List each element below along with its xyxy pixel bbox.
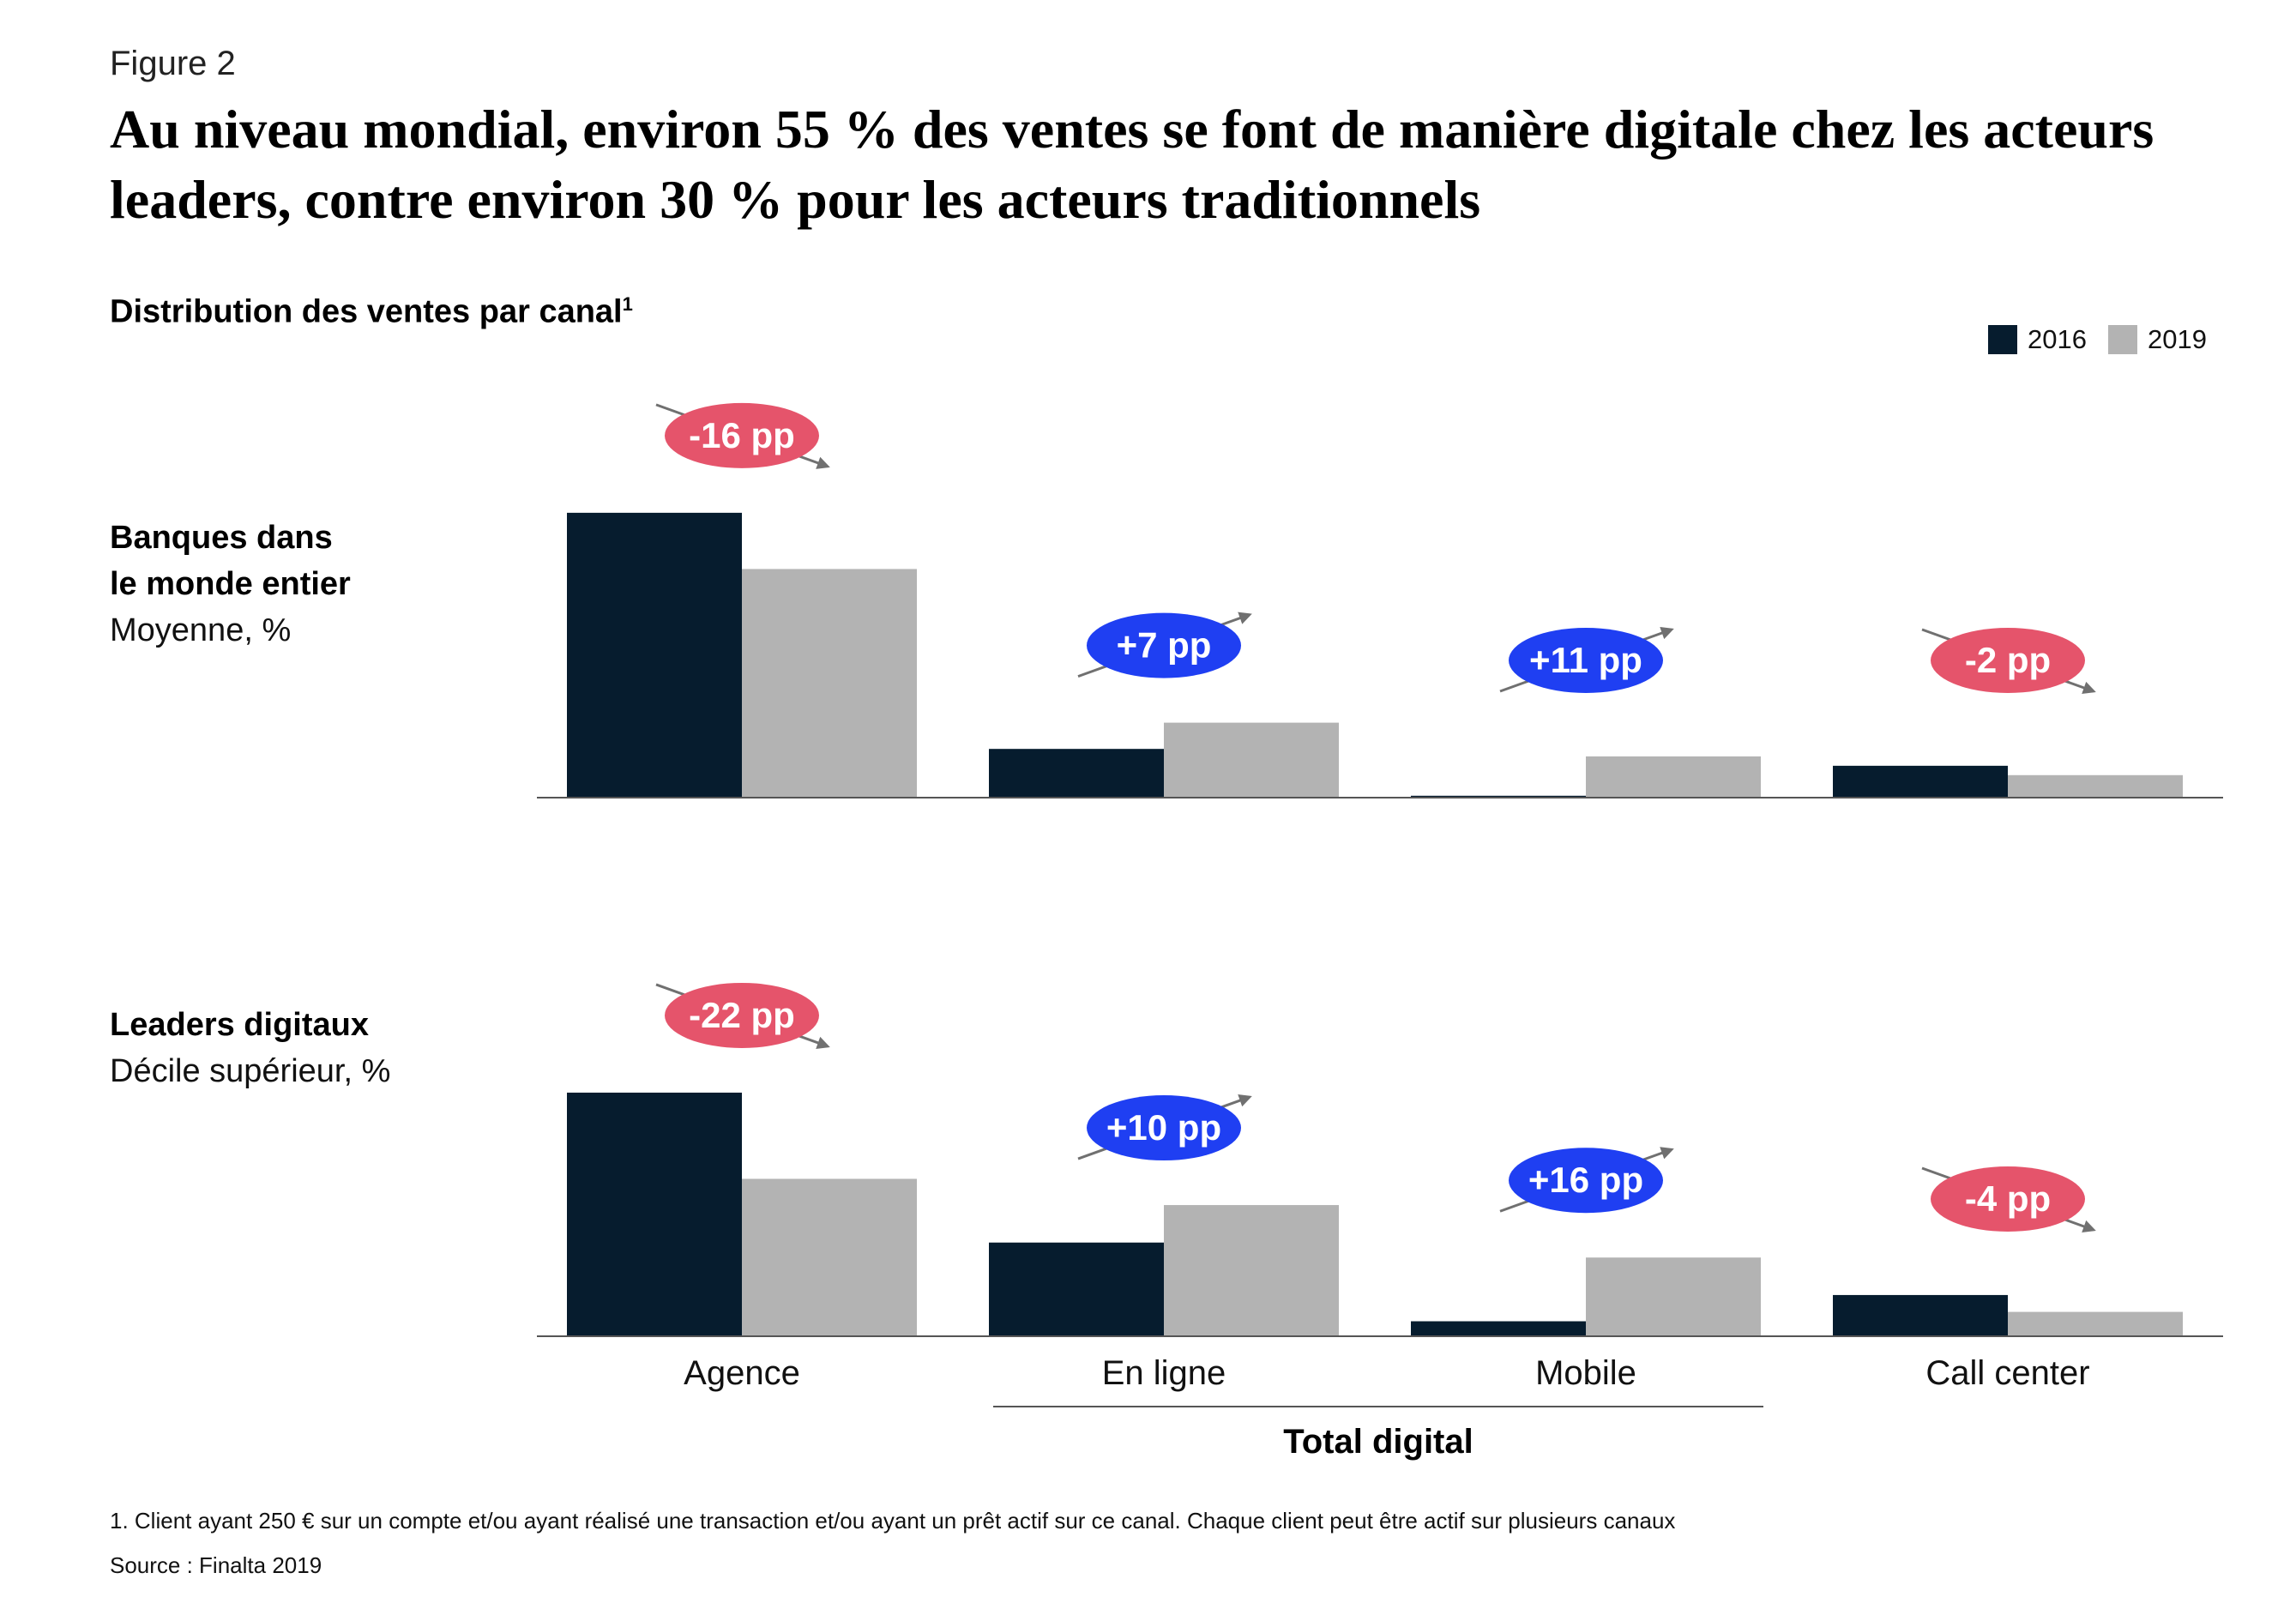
bar-2016-en-ligne	[989, 749, 1164, 798]
legend-label-2016: 2016	[2028, 324, 2087, 354]
footnote: 1. Client ayant 250 € sur un compte et/o…	[110, 1508, 1676, 1534]
panel-sublabel: Décile supérieur, %	[110, 1053, 391, 1089]
bar-2016-agence	[567, 512, 742, 798]
legend-item-2016: 2016	[1988, 324, 2087, 355]
chart-title: Au niveau mondial, environ 55 % des vent…	[110, 99, 2154, 230]
bar-2019-agence	[742, 1178, 917, 1336]
subtitle-footnote-marker: 1	[622, 293, 633, 315]
panel-title-line: Leaders digitaux	[110, 1007, 369, 1043]
change-label: +7 pp	[1117, 625, 1212, 666]
bar-2016-mobile	[1411, 795, 1586, 798]
bar-2016-mobile	[1411, 1321, 1586, 1336]
bar-2019-agence	[742, 569, 917, 798]
category-tick-label: En ligne	[1102, 1354, 1226, 1392]
legend-swatch-2019	[2108, 325, 2137, 354]
panel-label-leaders: Leaders digitaux Décile supérieur, %	[110, 1002, 390, 1094]
change-label: -16 pp	[689, 415, 795, 455]
bar-2019-call-center	[2008, 774, 2183, 798]
source-note: Source : Finalta 2019	[110, 1552, 322, 1578]
bar-2016-en-ligne	[989, 1242, 1164, 1336]
bar-2016-call-center	[1833, 1294, 2008, 1336]
change-label: -2 pp	[1965, 640, 2051, 680]
panel-title-line: Banques dans	[110, 520, 333, 556]
bar-2016-call-center	[1833, 765, 2008, 798]
change-badge	[1931, 1166, 2085, 1232]
change-label: -4 pp	[1965, 1178, 2051, 1219]
bar-2019-mobile	[1586, 756, 1761, 798]
category-tick-label: Call center	[1925, 1354, 2089, 1392]
change-badge	[665, 982, 819, 1048]
legend-swatch-2016	[1988, 325, 2017, 354]
subtitle-text: Distribution des ventes par canal	[110, 293, 623, 330]
change-badge	[1509, 628, 1663, 693]
chart-subtitle: Distribution des ventes par canal1	[110, 293, 633, 331]
category-tick-label: Agence	[684, 1354, 800, 1392]
bar-2019-mobile	[1586, 1257, 1761, 1336]
change-label: +11 pp	[1529, 640, 1642, 680]
change-badge	[1931, 628, 2085, 693]
figure-label: Figure 2	[110, 45, 236, 82]
panel-label-banks: Banques dans le monde entier Moyenne, %	[110, 515, 351, 654]
legend-item-2019: 2019	[2108, 324, 2207, 355]
legend-label-2019: 2019	[2148, 324, 2207, 354]
change-badge	[1087, 1095, 1241, 1161]
change-badge	[1087, 612, 1241, 678]
bar-2019-en-ligne	[1164, 1205, 1339, 1336]
panel-title-line: le monde entier	[110, 566, 351, 602]
change-badge	[665, 402, 819, 468]
change-label: +10 pp	[1106, 1107, 1221, 1148]
bar-2019-call-center	[2008, 1311, 2183, 1336]
group-label-total-digital: Total digital	[1283, 1423, 1473, 1461]
bar-2019-en-ligne	[1164, 722, 1339, 798]
change-label: +16 pp	[1528, 1160, 1643, 1200]
change-label: -22 pp	[689, 995, 795, 1035]
category-tick-label: Mobile	[1535, 1354, 1636, 1392]
panel-sublabel: Moyenne, %	[110, 612, 292, 648]
bar-2016-agence	[567, 1092, 742, 1336]
change-badge	[1509, 1148, 1663, 1214]
